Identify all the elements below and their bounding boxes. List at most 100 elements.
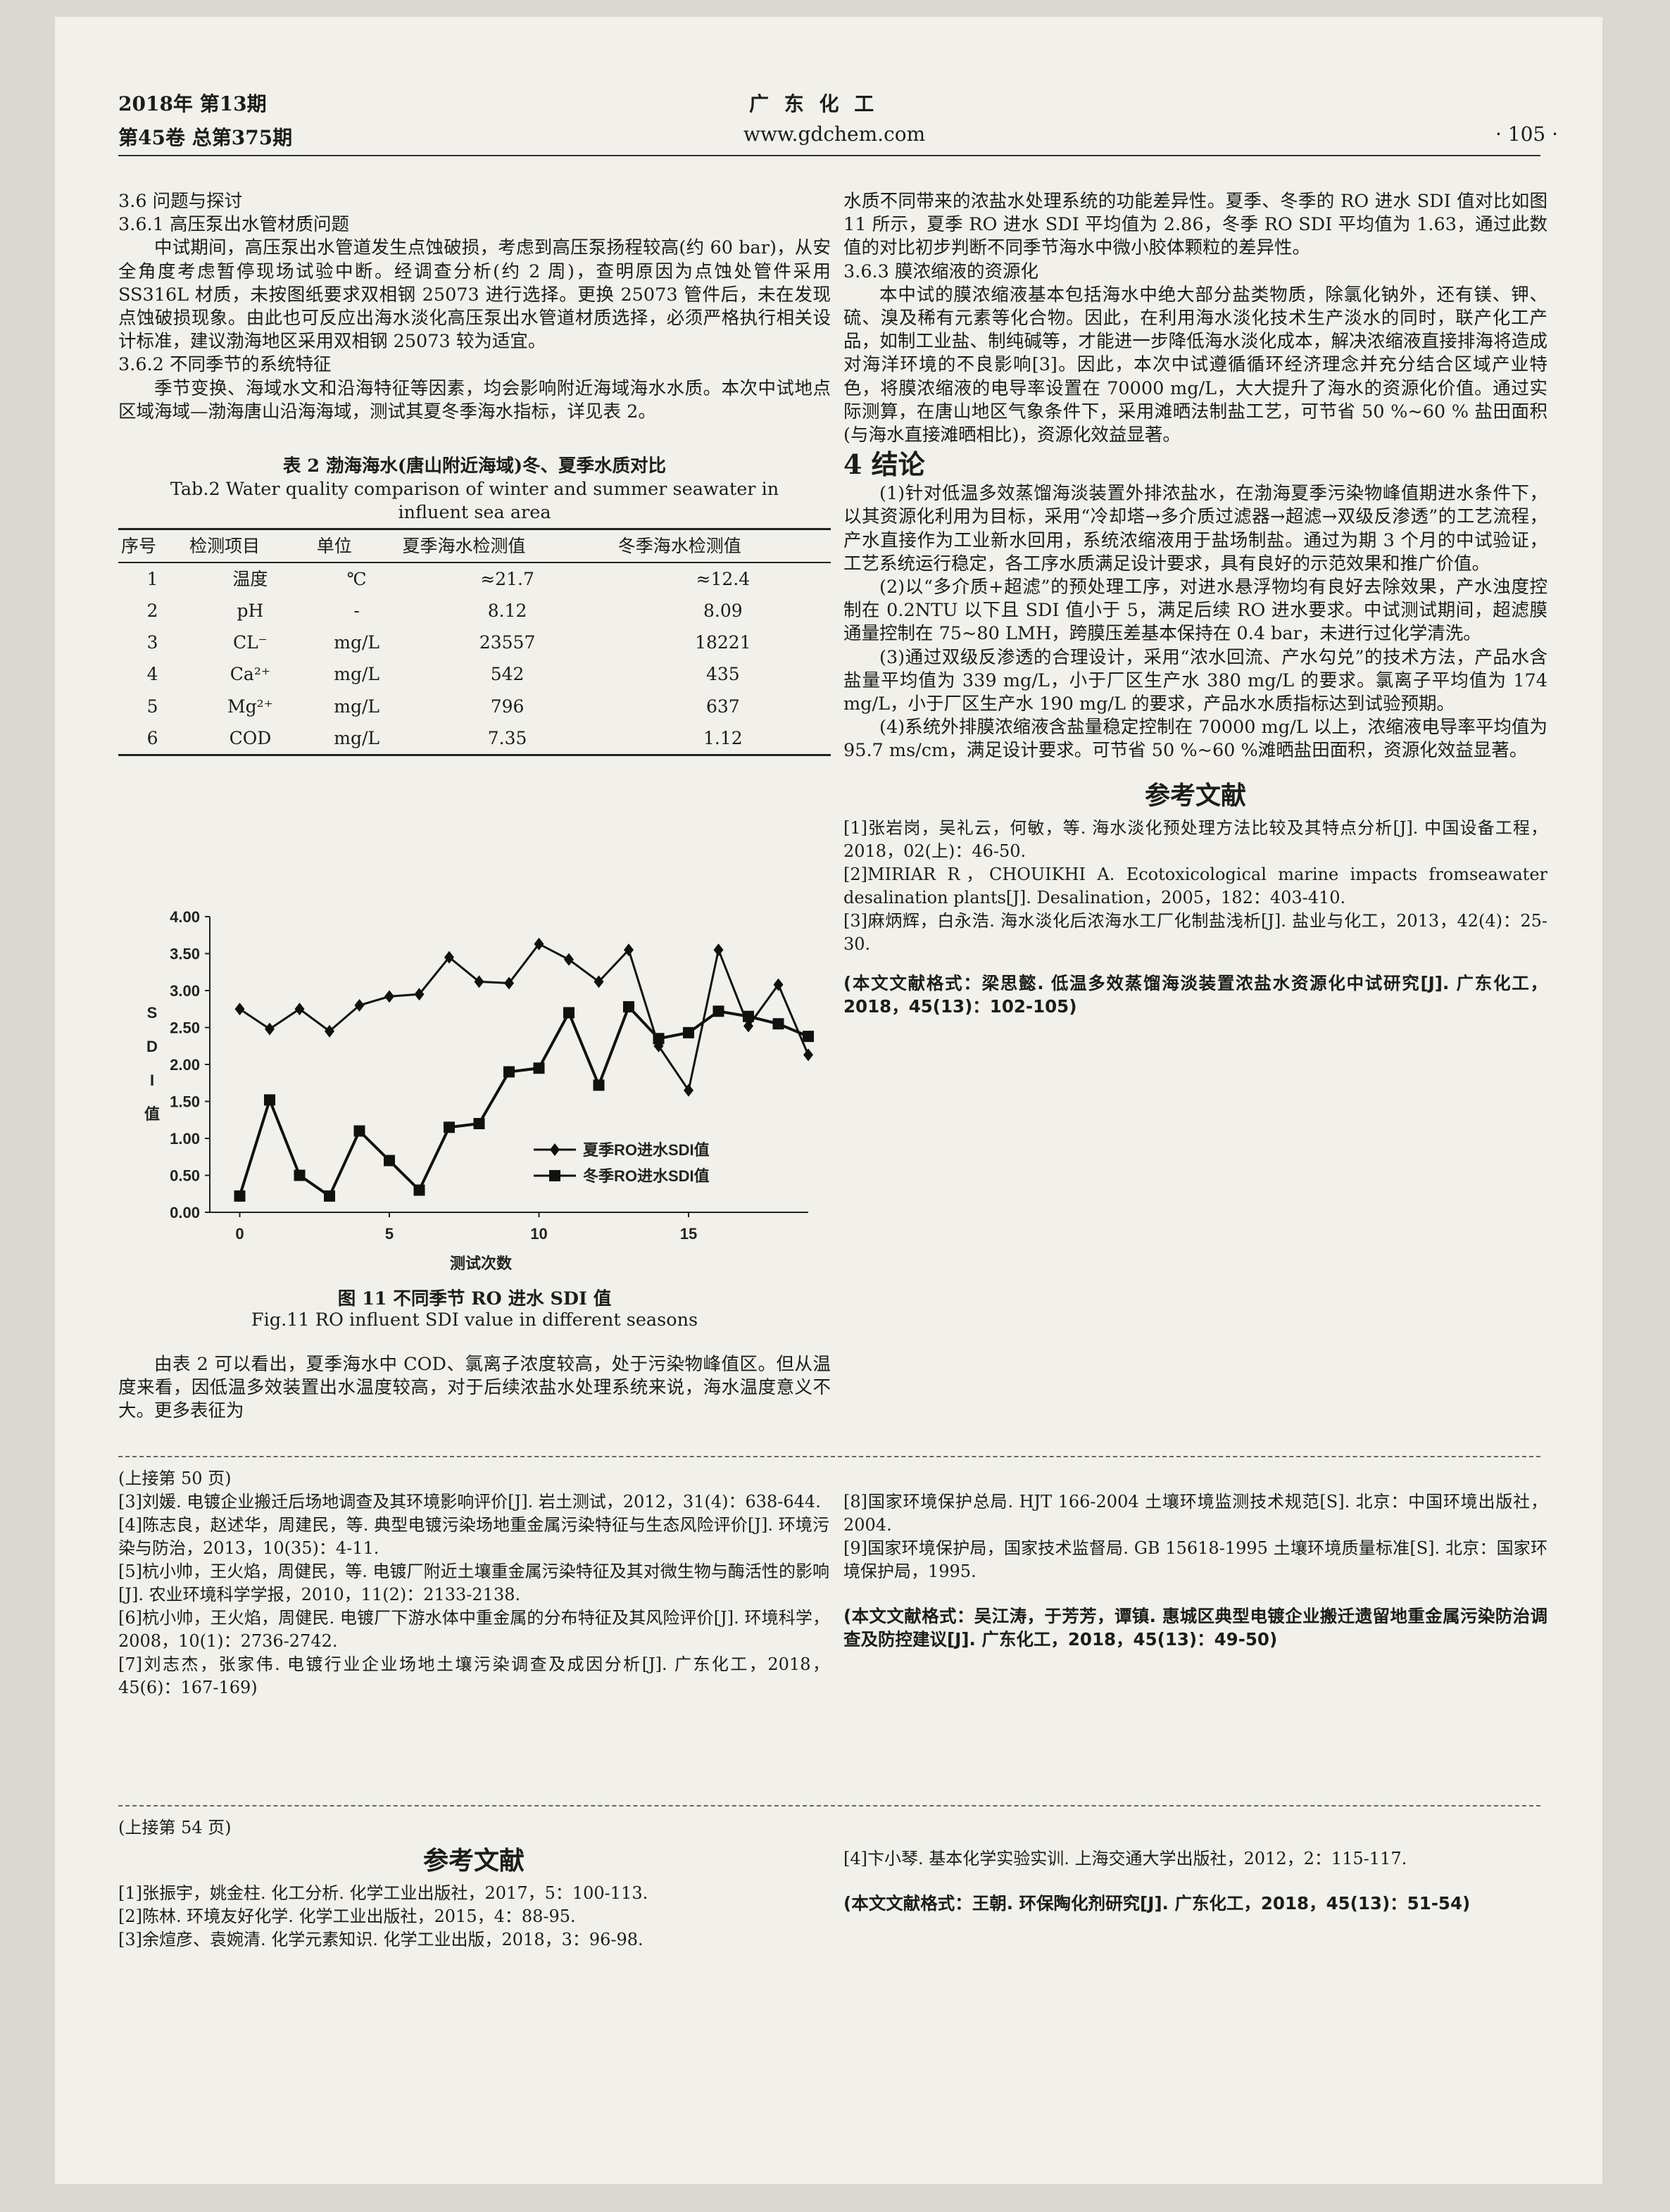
data-point-summer [325, 1024, 334, 1038]
table-cell: CL⁻ [232, 632, 268, 653]
table-cell: ≈21.7 [480, 568, 534, 589]
data-point-summer [504, 976, 514, 990]
paragraph: 季节变换、海域水文和沿海特征等因素，均会影响附近海域海水水质。本次中试地点区域海… [118, 377, 831, 422]
data-point-summer [803, 1048, 813, 1062]
series-line-winter [238, 1004, 809, 1198]
reference-item: [4]陈志良，赵述华，周建民，等. 典型电镀污染场地重金属污染特征与生态风险评价… [118, 1515, 829, 1558]
data-point-winter [563, 1007, 575, 1019]
data-point-winter [503, 1066, 515, 1078]
data-point-summer [684, 1083, 693, 1097]
data-point-winter [623, 1001, 634, 1013]
continued-box-2-right: [4]卞小琴. 基本化学实验实训. 上海交通大学出版社，2012，2：115-1… [843, 1847, 1547, 1915]
sdi-line-chart: 0.00 0.50 1.00 1.50 2.00 2.50 3.00 3.50 4.00 0 5 10… [144, 908, 814, 1272]
data-point-summer [414, 988, 425, 1001]
data-point-summer [534, 937, 544, 950]
citation-format: (本文文献格式：吴江涛，于芳芳，谭镇. 惠城区典型电镀企业搬迁遗留地重金属污染防… [843, 1606, 1547, 1649]
table-header-cell: 冬季海水检测值 [615, 527, 831, 563]
data-point-summer [594, 975, 604, 988]
data-point-summer [773, 978, 784, 991]
reference-item: [7]刘志杰，张家伟. 电镀行业企业场地土壤污染调查及成因分析[J]. 广东化工… [118, 1654, 829, 1697]
table-cell: 8.12 [487, 601, 527, 622]
y-tick-label: 2.00 [170, 1056, 200, 1074]
table-cell: Mg²⁺ [227, 696, 273, 717]
table-header-cell: 检测项目 [187, 527, 314, 563]
table-cell: 1 [146, 568, 158, 589]
data-point-winter [234, 1190, 246, 1202]
conclusion-3: (3)通过双级反渗透的合理设计，采用“浓水回流、产水勾兑”的技术方法，产品水含盐… [843, 646, 1547, 715]
water-quality-table: 序号 检测项目 单位 夏季海水检测值 冬季海水检测值 1 温度 ℃ ≈21.7 … [118, 527, 831, 757]
reference-item: [8]国家环境保护总局. HJT 166-2004 土壤环境监测技术规范[S].… [843, 1492, 1547, 1535]
reference-item: [3]麻炳辉，白永浩. 海水淡化后浓海水工厂化制盐浅析[J]. 盐业与化工，20… [843, 910, 1547, 954]
data-point-winter [444, 1121, 455, 1133]
table-header-row: 序号 检测项目 单位 夏季海水检测值 冬季海水检测值 [118, 527, 831, 563]
data-point-winter [593, 1079, 605, 1091]
reference-item: [2]陈林. 环境友好化学. 化学工业出版社，2015，4：88-95. [118, 1906, 576, 1926]
data-point-winter [353, 1125, 365, 1137]
reference-item: [3]刘媛. 电镀企业搬迁后场地调查及其环境影响评价[J]. 岩土测试，2012… [118, 1492, 821, 1512]
continued-box-2-left: (上接第 54 页) 参考文献 [1]张振宇，姚金柱. 化工分析. 化学工业出版… [118, 1816, 829, 1952]
y-tick-label: 3.00 [170, 982, 200, 1000]
table-row: 4 Ca²⁺ mg/L 542 435 [118, 658, 831, 690]
y-axis-title-char: I [150, 1072, 154, 1089]
y-axis-title-char: S [147, 1004, 158, 1022]
y-tick-label: 3.50 [170, 945, 200, 963]
data-point-winter [473, 1118, 485, 1129]
data-point-summer [624, 943, 634, 957]
data-point-summer [564, 953, 574, 966]
figure-11-caption-en: Fig.11 RO influent SDI value in differen… [251, 1309, 698, 1331]
data-point-winter [413, 1184, 425, 1196]
continued-from-note: (上接第 50 页) [118, 1469, 232, 1488]
data-point-summer [265, 1022, 275, 1036]
table-cell: 4 [146, 664, 158, 685]
table-cell: 435 [706, 664, 740, 685]
table-row: 6 COD mg/L 7.35 1.12 [118, 722, 831, 757]
table-cell: 542 [490, 664, 525, 685]
dashed-divider [118, 1805, 1540, 1806]
section-3-6-2-heading: 3.6.2 不同季节的系统特征 [118, 354, 332, 376]
table-cell: 5 [146, 696, 158, 717]
x-axis-title: 测试次数 [450, 1255, 513, 1272]
data-point-summer [474, 975, 484, 988]
paragraph: 由表 2 可以看出，夏季海水中 COD、氯离子浓度较高，处于污染物峰值区。但从温… [118, 1354, 831, 1422]
y-tick-label: 4.00 [170, 908, 200, 926]
table-cell: 637 [706, 696, 740, 717]
y-axis-title-char: 值 [144, 1105, 160, 1123]
table-row: 1 温度 ℃ ≈21.7 ≈12.4 [118, 563, 831, 595]
dashed-divider [118, 1456, 1540, 1457]
table-cell: ≈12.4 [696, 568, 751, 589]
reference-item: [9]国家环境保护局，国家技术监督局. GB 15618-1995 土壤环境质量… [843, 1538, 1547, 1581]
continued-box-1-left: (上接第 50 页) [3]刘媛. 电镀企业搬迁后场地调查及其环境影响评价[J]… [118, 1467, 829, 1699]
reference-item: [1]张岩岗，吴礼云，何敏，等. 海水淡化预处理方法比较及其特点分析[J]. 中… [843, 817, 1547, 861]
continued-box-1-right: [8]国家环境保护总局. HJT 166-2004 土壤环境监测技术规范[S].… [843, 1490, 1547, 1651]
table-cell: COD [187, 722, 314, 757]
data-point-summer [384, 990, 394, 1003]
journal-page: 2018年 第13期 第45卷 总第375期 广 东 化 工 www.gdche… [55, 17, 1602, 2184]
y-tick-label: 2.50 [170, 1019, 200, 1037]
reference-item: [4]卞小琴. 基本化学实验实训. 上海交通大学出版社，2012，2：115-1… [843, 1849, 1407, 1868]
reference-item: [6]杭小帅，王火焰，周健民. 电镀厂下游水体中重金属的分布特征及其风险评价[J… [118, 1608, 829, 1651]
table-header-cell: 序号 [118, 527, 187, 563]
conclusion-2: (2)以“多介质+超滤”的预处理工序，对进水悬浮物均有良好去除效果，产水浊度控制… [843, 577, 1547, 645]
section-3-6-3-heading: 3.6.3 膜浓缩液的资源化 [843, 260, 1038, 282]
table-2-caption-cn: 表 2 渤海海水(唐山附近海域)冬、夏季水质对比 [282, 455, 667, 477]
conclusion-1: (1)针对低温多效蒸馏海淡装置外排浓盐水，在渤海夏季污染物峰值期进水条件下，以其… [843, 483, 1547, 574]
table-cell: - [353, 601, 360, 622]
y-tick-label: 0.50 [170, 1167, 200, 1185]
page-number: · 105 · [1495, 122, 1559, 146]
table-cell: ℃ [346, 568, 367, 589]
table-row: 5 Mg²⁺ mg/L 796 637 [118, 691, 831, 722]
figure-11-caption-cn: 图 11 不同季节 RO 进水 SDI 值 [337, 1288, 612, 1309]
data-point-winter [533, 1062, 545, 1074]
x-tick-label: 15 [680, 1225, 697, 1243]
table-cell: 18221 [695, 632, 751, 653]
data-point-summer [444, 950, 454, 964]
journal-name: 广 东 化 工 [749, 92, 879, 115]
section-3-6-heading: 3.6 问题与探讨 [118, 191, 243, 212]
continued-from-note: (上接第 54 页) [118, 1818, 232, 1837]
table-cell: 796 [490, 696, 525, 717]
citation-format: (本文文献格式：王朝. 环保陶化剂研究[J]. 广东化工，2018，45(13)… [843, 1893, 1471, 1913]
table-2-caption-en: Tab.2 Water quality comparison of winter… [170, 479, 779, 524]
y-tick-label: 0.00 [170, 1204, 200, 1221]
table-cell: 1.12 [615, 722, 831, 757]
journal-website: www.gdchem.com [743, 122, 926, 146]
